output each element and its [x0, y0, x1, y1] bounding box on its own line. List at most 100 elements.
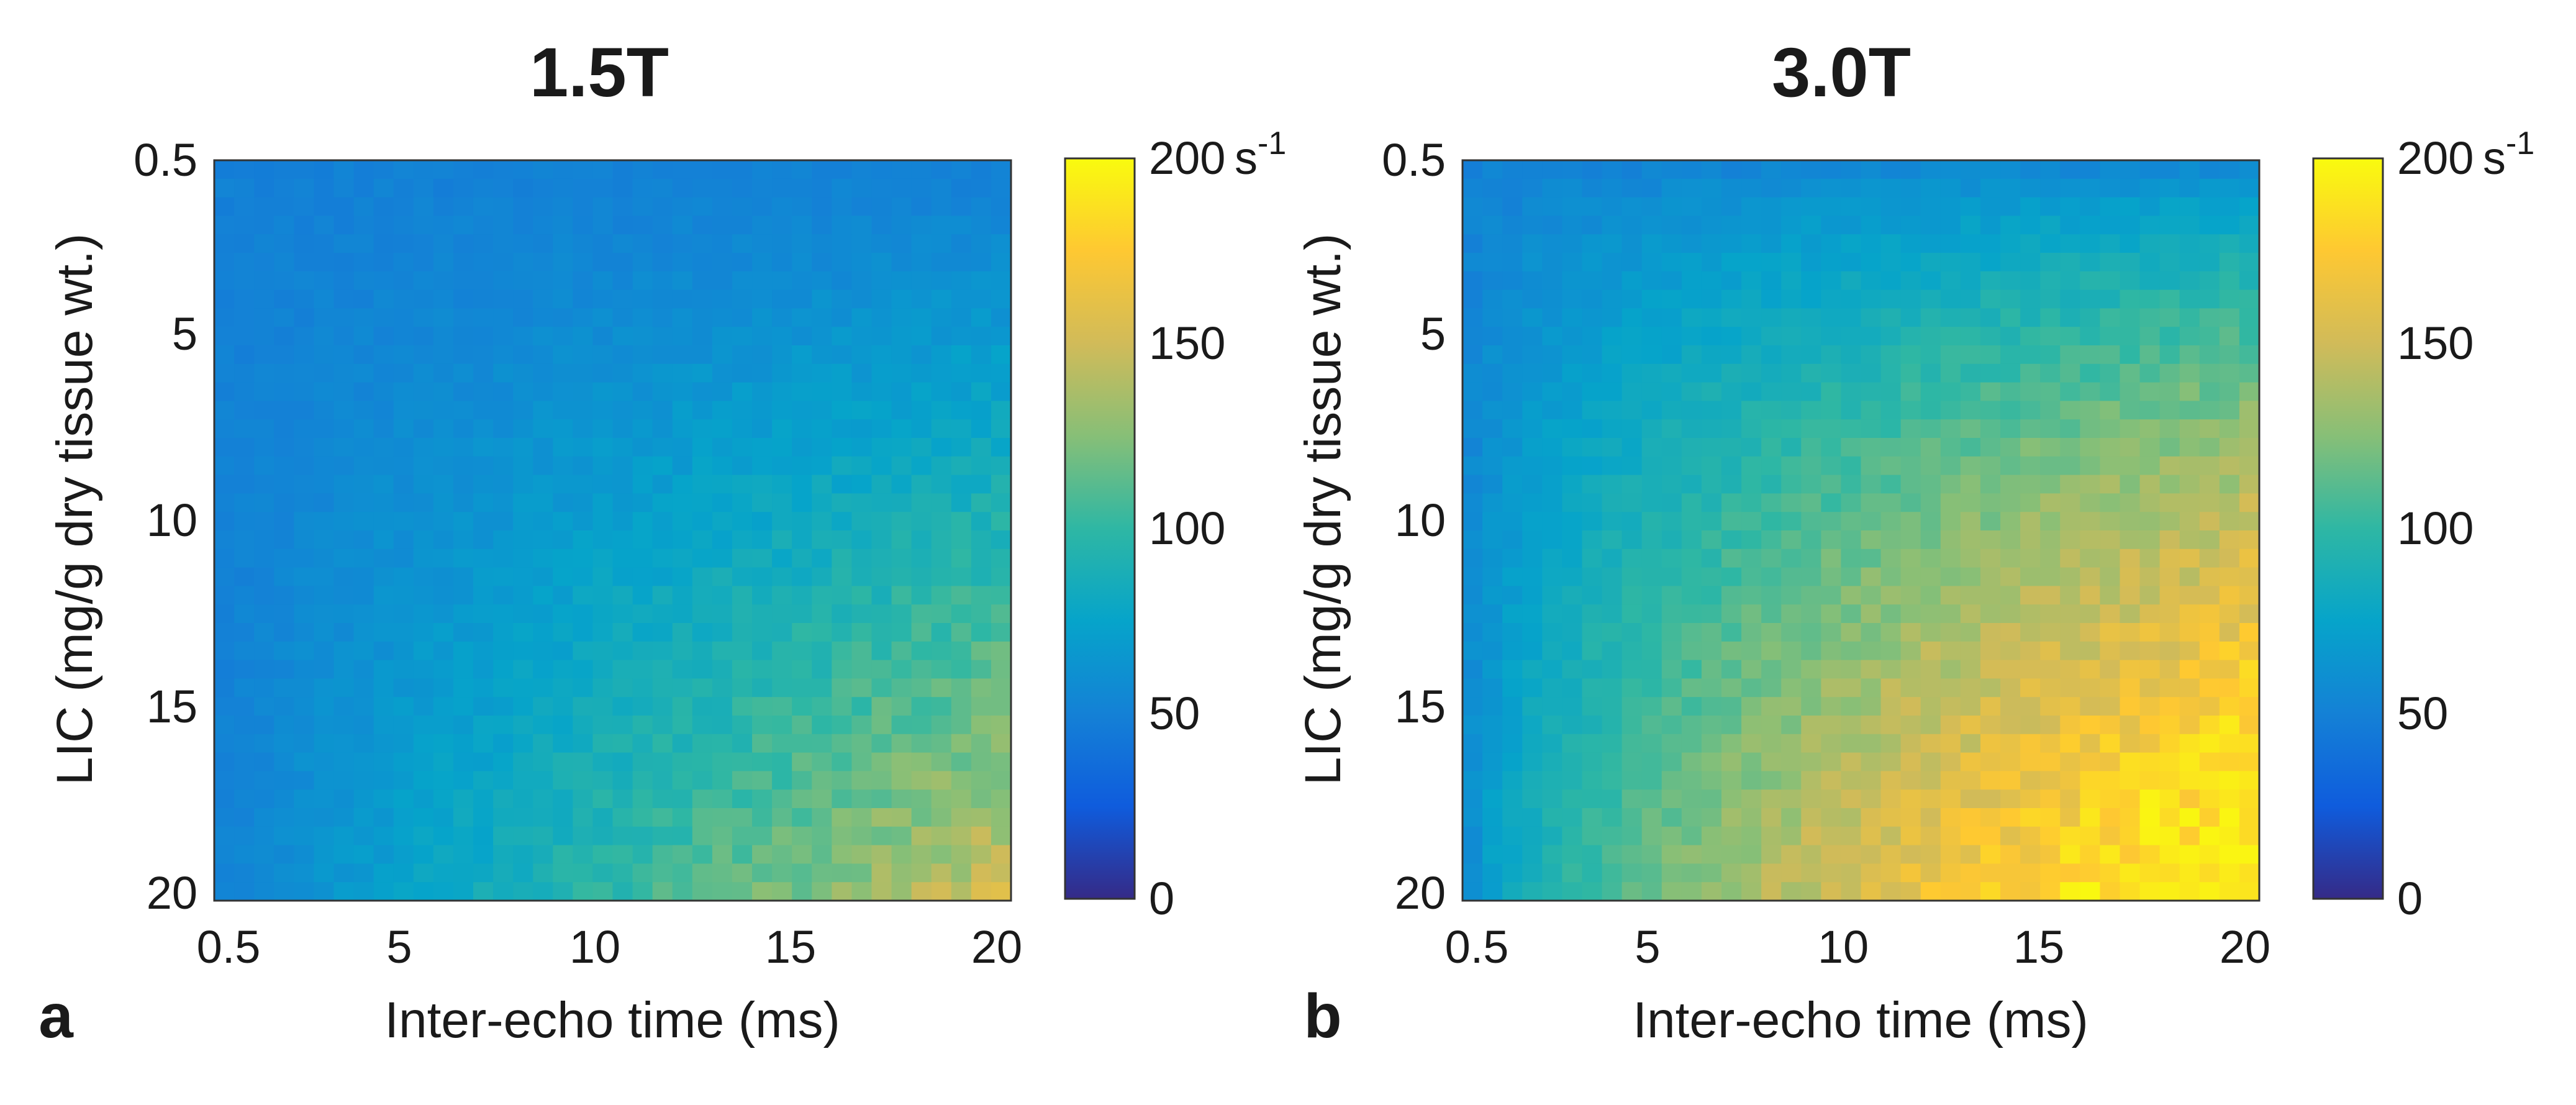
heatmap-cell	[234, 401, 255, 420]
heatmap-cell	[1542, 826, 1562, 846]
heatmap-cell	[1781, 197, 1802, 216]
heatmap-cell	[1841, 734, 1862, 753]
heatmap-cell	[2199, 567, 2220, 586]
heatmap-cell	[2060, 253, 2080, 272]
heatmap-cell	[1821, 160, 1842, 180]
heatmap-cell	[1602, 456, 1623, 476]
heatmap-cell	[991, 160, 1012, 180]
heatmap-cell	[1721, 660, 1742, 679]
heatmap-cell	[2100, 641, 2121, 661]
colorbar-tick-label: 150	[2397, 317, 2474, 369]
heatmap-cell	[1781, 178, 1802, 198]
heatmap-cell	[2179, 678, 2200, 698]
heatmap-cell	[732, 308, 753, 327]
heatmap-cell	[1761, 419, 1782, 439]
heatmap-cell	[732, 604, 753, 624]
heatmap-cell	[1621, 271, 1643, 291]
heatmap-cell	[1602, 419, 1623, 439]
heatmap-cell	[971, 234, 992, 253]
heatmap-cell	[1542, 845, 1562, 864]
heatmap-cell	[453, 271, 474, 291]
heatmap-cell	[612, 493, 633, 512]
heatmap-cell	[1482, 863, 1503, 883]
heatmap-cell	[632, 678, 653, 698]
heatmap-cell	[1920, 289, 1941, 309]
heatmap-cell	[1880, 401, 1902, 420]
heatmap-cell	[1761, 271, 1782, 291]
heatmap-cell	[732, 548, 753, 568]
heatmap-cell	[1463, 863, 1483, 883]
heatmap-cell	[931, 493, 952, 512]
heatmap-cell	[911, 160, 932, 180]
heatmap-cell	[1900, 808, 1921, 827]
heatmap-cell	[373, 697, 394, 716]
heatmap-cell	[812, 475, 832, 494]
heatmap-cell	[254, 197, 274, 216]
heatmap-cell	[1821, 363, 1842, 383]
heatmap-cell	[732, 253, 753, 272]
heatmap-cell	[732, 382, 753, 401]
heatmap-cell	[234, 327, 255, 346]
heatmap-cell	[1661, 289, 1682, 309]
heatmap-cell	[1542, 327, 1562, 346]
heatmap-cell	[1641, 660, 1662, 679]
heatmap-cell	[1522, 660, 1543, 679]
heatmap-cell	[592, 623, 614, 642]
heatmap-cell	[1582, 826, 1603, 846]
heatmap-cell	[1542, 697, 1562, 716]
heatmap-cell	[2100, 178, 2121, 198]
heatmap-cell	[812, 716, 832, 735]
heatmap-cell	[1741, 808, 1762, 827]
heatmap-cell	[2179, 308, 2200, 327]
heatmap-cell	[2100, 271, 2121, 291]
heatmap-cell	[1463, 660, 1483, 679]
heatmap-cell	[1761, 789, 1782, 809]
heatmap-cell	[1920, 271, 1941, 291]
heatmap-cell	[2179, 530, 2200, 550]
heatmap-cell	[214, 678, 235, 698]
heatmap-cell	[1920, 678, 1941, 698]
heatmap-cell	[373, 512, 394, 531]
heatmap-cell	[1661, 234, 1682, 253]
heatmap-cell	[1701, 363, 1722, 383]
heatmap-cell	[1502, 382, 1523, 401]
heatmap-cell	[413, 697, 434, 716]
heatmap-cell	[1681, 345, 1702, 365]
heatmap-cell	[1602, 289, 1623, 309]
heatmap-cell	[473, 382, 494, 401]
heatmap-cell	[692, 456, 713, 476]
heatmap-cell	[2159, 548, 2180, 568]
heatmap-cell	[433, 475, 454, 494]
heatmap-cell	[553, 289, 573, 309]
heatmap-cell	[1562, 160, 1583, 180]
heatmap-cell	[1980, 382, 2001, 401]
heatmap-cell	[413, 308, 434, 327]
heatmap-cell	[991, 530, 1012, 550]
heatmap-cell	[2239, 548, 2260, 568]
heatmap-cell	[2080, 493, 2100, 512]
heatmap-cell	[1681, 493, 1702, 512]
heatmap-cell	[1940, 660, 1961, 679]
heatmap-cell	[473, 475, 494, 494]
heatmap-cell	[632, 253, 653, 272]
heatmap-cell	[533, 289, 553, 309]
heatmap-cell	[333, 438, 355, 457]
heatmap-cell	[573, 678, 594, 698]
heatmap-cell	[234, 178, 255, 198]
heatmap-cell	[1502, 475, 1523, 494]
heatmap-cell	[632, 734, 653, 753]
heatmap-cell	[314, 623, 335, 642]
heatmap-cell	[1522, 826, 1543, 846]
heatmap-cell	[1920, 382, 1941, 401]
heatmap-cell	[1841, 882, 1862, 901]
heatmap-cell	[612, 697, 633, 716]
heatmap-cell	[592, 289, 614, 309]
heatmap-cell	[1562, 438, 1583, 457]
heatmap-cell	[931, 197, 952, 216]
heatmap-cell	[393, 678, 414, 698]
heatmap-cell	[214, 475, 235, 494]
heatmap-cell	[891, 623, 912, 642]
heatmap-cell	[1880, 808, 1902, 827]
heatmap-cell	[433, 604, 454, 624]
heatmap-cell	[1761, 641, 1782, 661]
